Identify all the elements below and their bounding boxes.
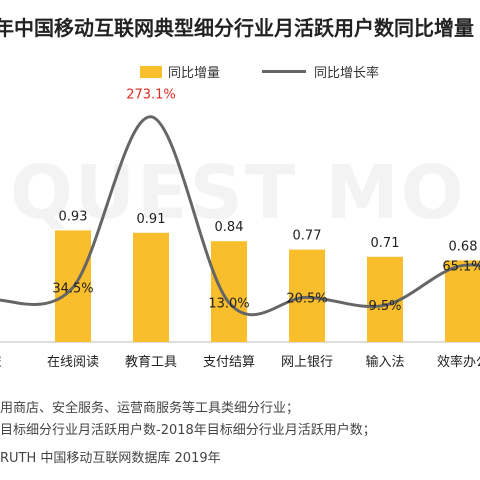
category-label-0: 旅 (0, 355, 2, 370)
note-line-1: 用商店、安全服务、运营商服务等工具类细分行业； (0, 401, 300, 416)
rate-value-label-6: 65.1% (442, 259, 480, 274)
category-label-4: 网上银行 (281, 355, 333, 370)
category-label-1: 在线阅读 (47, 355, 99, 370)
bar-value-label-1: 0.93 (59, 209, 88, 224)
rate-value-label-3: 13.0% (208, 297, 249, 312)
legend-label-line: 同比增长率 (314, 66, 380, 81)
legend-item-bar: 同比增量 (140, 62, 220, 81)
bar-value-label-3: 0.84 (215, 220, 244, 235)
bar-3 (211, 241, 247, 342)
bar-5 (367, 256, 403, 342)
rate-value-label-5: 9.5% (368, 299, 401, 314)
bar-6 (445, 260, 480, 342)
legend-swatch-bar (140, 65, 162, 78)
chart-plot: 0.93 0.91 0.84 0.77 0.71 0.68 34.5% 273.1% 13.0%… (0, 88, 480, 370)
category-label-3: 支付结算 (203, 355, 255, 370)
rate-value-label-2: 273.1% (126, 88, 176, 103)
growth-rate-line (0, 115, 480, 317)
category-label-2: 教育工具 (125, 354, 177, 370)
note-line-2: 目标细分行业月活跃用户数-2018年目标细分行业月活跃用户数； (0, 423, 376, 438)
bar-value-label-6: 0.68 (449, 239, 478, 254)
category-label-5: 输入法 (365, 354, 404, 370)
legend-item-line: 同比增长率 (262, 62, 379, 81)
bar-value-label-2: 0.91 (137, 212, 166, 227)
chart-notes: 用商店、安全服务、运营商服务等工具类细分行业； 目标细分行业月活跃用户数-201… (0, 398, 376, 442)
rate-value-label-1: 34.5% (52, 281, 93, 296)
legend-swatch-line (262, 70, 306, 73)
bar-value-label-4: 0.77 (293, 229, 322, 244)
chart-source: RUTH 中国移动互联网数据库 2019年 (0, 451, 221, 466)
bar-4 (289, 249, 325, 342)
chart-title: 年中国移动互联网典型细分行业月活跃用户数同比增量 T (0, 16, 480, 40)
bar-2 (133, 232, 169, 342)
bar-value-label-5: 0.71 (371, 236, 400, 251)
watermark: QUEST MO (10, 150, 466, 236)
category-label-6: 效率办公 (437, 354, 480, 370)
legend-label-bar: 同比增量 (168, 66, 221, 81)
rate-value-label-4: 20.5% (286, 291, 327, 306)
